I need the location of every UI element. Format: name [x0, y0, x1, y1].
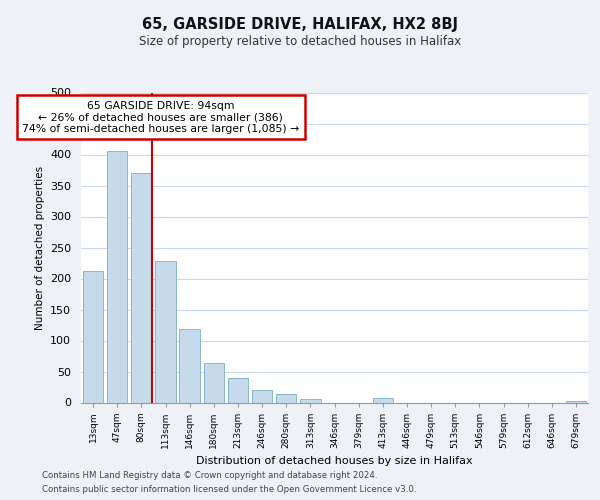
Bar [300, 400, 320, 402]
Bar [155, 261, 176, 402]
X-axis label: Distribution of detached houses by size in Halifax: Distribution of detached houses by size … [196, 456, 473, 466]
Bar [227, 378, 248, 402]
Bar [107, 152, 127, 402]
Text: 65 GARSIDE DRIVE: 94sqm
← 26% of detached houses are smaller (386)
74% of semi-d: 65 GARSIDE DRIVE: 94sqm ← 26% of detache… [22, 100, 299, 134]
Bar [179, 330, 200, 402]
Bar [203, 364, 224, 403]
Bar [276, 394, 296, 402]
Bar [131, 173, 152, 402]
Text: 65, GARSIDE DRIVE, HALIFAX, HX2 8BJ: 65, GARSIDE DRIVE, HALIFAX, HX2 8BJ [142, 18, 458, 32]
Bar [373, 398, 393, 402]
Text: Contains HM Land Registry data © Crown copyright and database right 2024.: Contains HM Land Registry data © Crown c… [42, 472, 377, 480]
Y-axis label: Number of detached properties: Number of detached properties [35, 166, 44, 330]
Bar [83, 271, 103, 402]
Bar [252, 390, 272, 402]
Text: Size of property relative to detached houses in Halifax: Size of property relative to detached ho… [139, 35, 461, 48]
Text: Contains public sector information licensed under the Open Government Licence v3: Contains public sector information licen… [42, 484, 416, 494]
